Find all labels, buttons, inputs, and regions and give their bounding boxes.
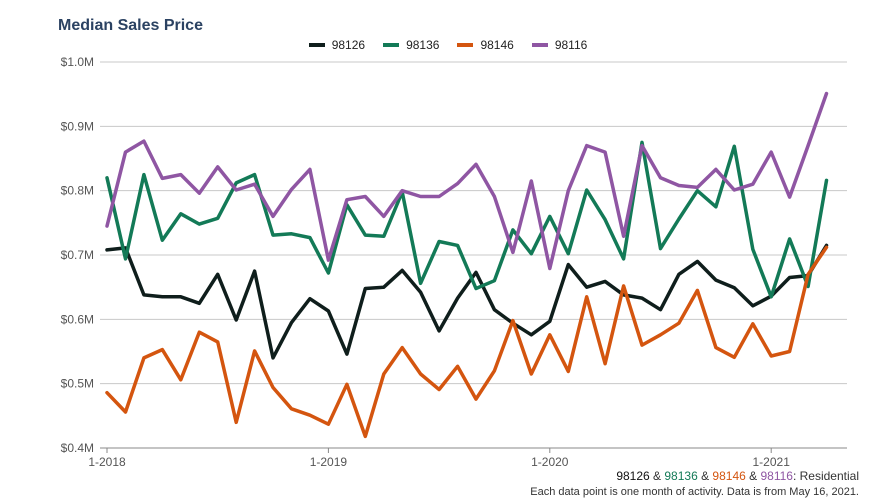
chart-title: Median Sales Price [58,17,203,34]
legend-swatch [531,43,548,47]
y-tick-label: $0.8M [61,184,94,198]
legend-swatch [308,43,325,47]
footer-note: Each data point is one month of activity… [530,486,859,498]
footer-series-98136: 98136 [664,469,698,483]
legend-label: 98146 [480,38,514,52]
footer-separator: & [697,469,713,483]
footer-separator: & [649,469,665,483]
legend-label: 98126 [331,38,366,52]
y-tick-label: $0.9M [61,119,94,133]
legend: 98126 98136 98146 98116 [0,38,896,52]
footer-separator: & [745,469,761,483]
series-line-98126 [105,243,829,360]
footer-suffix: : Residential [792,469,859,483]
x-tick-label: 1-2019 [310,455,348,469]
footer-series-98116: 98116 [760,469,793,483]
x-tick-label: 1-2018 [88,455,126,469]
y-tick-label: $0.6M [61,312,94,326]
x-tick-label: 1-2020 [531,455,569,469]
legend-item-98116[interactable]: 98116 [531,38,588,52]
series-line-98136 [105,140,829,299]
footer-series-line: 98126 & 98136 & 98146 & 98116: Residenti… [616,469,859,483]
y-tick-label: $0.5M [61,377,94,391]
x-tick-label: 1-2021 [753,455,791,469]
y-tick-label: $0.7M [61,248,94,262]
y-tick-label: $1.0M [61,55,94,69]
legend-item-98136[interactable]: 98136 [383,38,439,52]
legend-swatch [457,43,474,47]
y-tick-label: $0.4M [61,441,94,455]
legend-label: 98116 [554,38,588,52]
legend-swatch [383,43,400,47]
series-line-98116 [105,91,829,271]
legend-item-98126[interactable]: 98126 [308,38,366,52]
footer-series-98126: 98126 [616,469,650,483]
legend-label: 98136 [406,38,440,52]
legend-item-98146[interactable]: 98146 [457,38,514,52]
footer-series-98146: 98146 [712,469,746,483]
series-line-98146 [105,245,829,439]
